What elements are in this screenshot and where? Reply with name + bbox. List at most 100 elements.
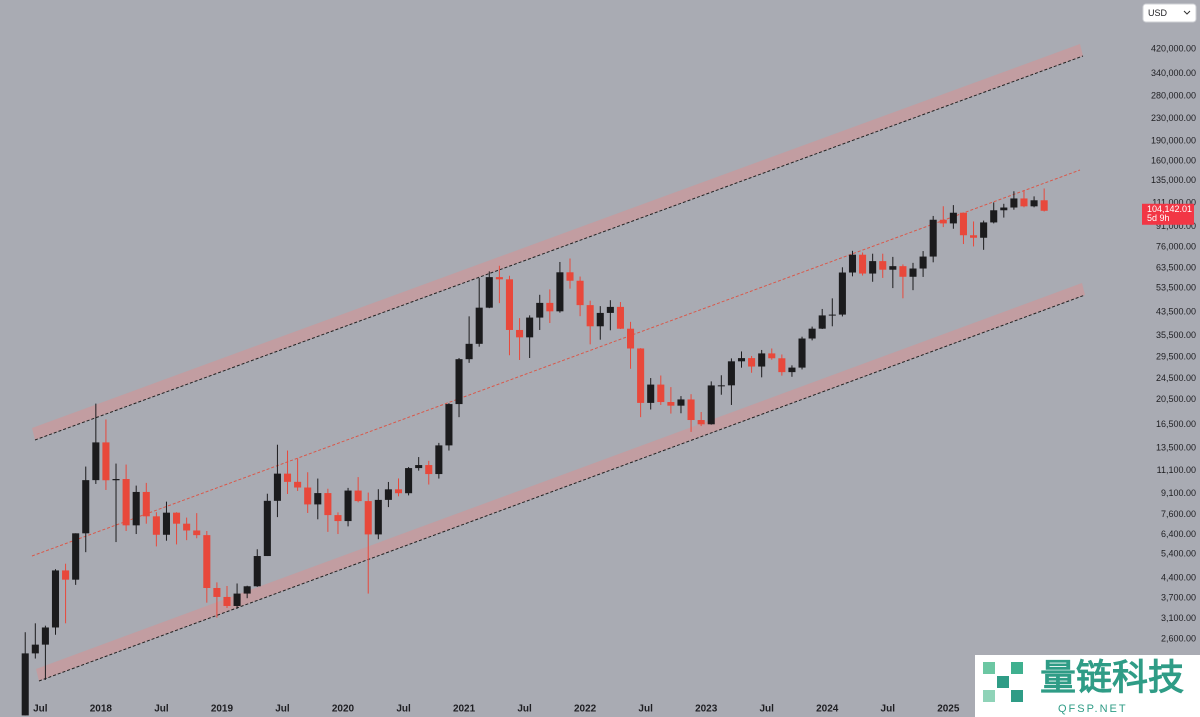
candle-body [142,491,150,517]
candle-body [970,235,978,238]
candle-body [243,586,251,594]
candle-body [82,480,90,534]
x-tick-label: 2023 [695,704,718,715]
candle-body [283,473,292,482]
candle-body [415,465,423,469]
watermark-subtitle: QFSP.NET [1058,703,1128,715]
x-tick-label: Jul [154,704,169,715]
y-tick-label: 11,100.00 [1157,465,1196,475]
candle-body [92,442,100,481]
x-tick-label: 2020 [332,704,355,715]
currency-box[interactable] [1142,3,1197,23]
y-tick-label: 24,500.00 [1156,373,1196,383]
candle-body [72,533,80,580]
candle-body [596,312,604,327]
candle-body [31,644,39,654]
lower-band [36,283,1085,681]
candle-body [344,490,352,522]
candle-body [576,280,584,306]
y-tick-label: 63,500.00 [1156,263,1196,273]
candle-body [173,512,181,524]
candle-body [707,385,715,425]
y-tick-label: 3,700.00 [1161,593,1196,603]
watermark-icon [1011,662,1023,674]
y-tick-label: 340,000.00 [1151,68,1196,78]
y-tick-label: 3,100.00 [1161,613,1196,623]
y-tick-label: 9,100.00 [1161,488,1196,498]
y-tick-label: 160,000.00 [1151,155,1196,165]
candle-body [112,479,120,481]
x-tick-label: Jul [638,704,653,715]
x-tick-label: Jul [33,704,48,715]
y-tick-label: 29,500.00 [1156,352,1196,362]
x-tick-label: 2024 [816,704,839,715]
candle-body [697,420,705,425]
candle-body [909,268,917,277]
watermark-icon [1011,690,1023,702]
x-tick-label: Jul [517,704,532,715]
candle-body [405,468,413,494]
candle-body [324,493,332,516]
candle-body [253,556,261,587]
candle-body [223,596,231,606]
y-tick-label: 111,000.00 [1152,198,1196,208]
candle-body [152,516,160,535]
x-tick-label: Jul [881,704,896,715]
x-tick-label: 2025 [937,704,960,715]
y-tick-label: 4,400.00 [1161,572,1196,582]
candle-body [879,261,887,270]
candle-body [838,272,846,315]
watermark-title: 量链科技 [1040,657,1184,698]
candle-body [213,587,221,597]
candle-body [647,384,655,403]
currency-selector[interactable]: USD [1142,3,1197,23]
candle-body [203,535,211,588]
candle-body [889,266,897,270]
y-tick-label: 7,600.00 [1161,509,1196,519]
candles [21,188,1048,716]
x-tick-label: 2019 [211,704,234,715]
candle-body [667,402,675,406]
price-label-box [1142,203,1194,225]
countdown-text: 5d 9h [1147,213,1170,223]
candle-body [354,490,362,502]
candle-body [687,399,695,421]
candle-body [1020,198,1028,207]
upper-trendline [34,55,1084,441]
candle-body [233,593,241,606]
y-tick-label: 135,000.00 [1151,175,1196,185]
candle-body [768,353,776,359]
watermark-icon [983,690,995,702]
dropdown-chevron[interactable] [1183,10,1191,15]
candle-body [899,266,907,277]
candle-body [919,256,927,269]
y-tick-label: 190,000.00 [1151,135,1196,145]
candle-body [808,328,816,339]
candle-body [294,481,302,488]
candle-body [475,307,483,344]
candle-body [465,343,473,360]
candle-body [455,359,463,405]
watermark-icon [997,676,1009,688]
candle-body [1040,200,1048,211]
candle-body [627,328,635,349]
candle-body [495,277,503,280]
candle-body [394,489,403,494]
y-tick-label: 16,500.00 [1156,419,1196,429]
candle-body [435,445,443,475]
y-tick-label: 20,500.00 [1156,394,1196,404]
y-tick-label: 35,500.00 [1156,330,1196,340]
candle-body [62,570,70,580]
candle-body [334,515,342,522]
candle-body [162,512,170,535]
x-tick-label: Jul [759,704,774,715]
candle-body [193,530,201,536]
currency-label[interactable]: USD [1148,8,1168,18]
candle-body [657,384,665,403]
candle-body [677,399,685,406]
upper-band [32,44,1083,440]
candle-body [737,358,746,362]
candle-body [748,358,756,367]
y-tick-label: 230,000.00 [1151,113,1196,123]
